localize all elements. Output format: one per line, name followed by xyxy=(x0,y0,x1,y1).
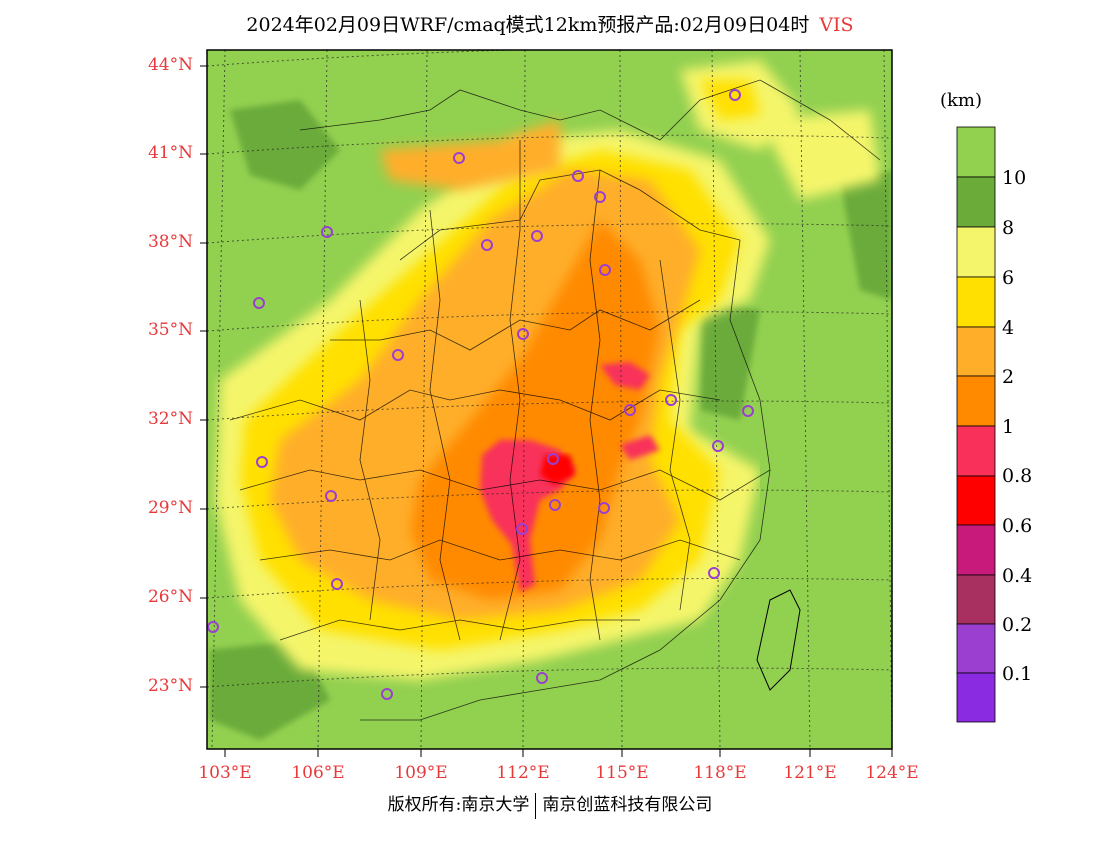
copyright-footer: 版权所有:南京大学 南京创蓝科技有限公司 xyxy=(0,790,1100,819)
city-marker xyxy=(598,502,610,514)
colorbar-label: 10 xyxy=(1002,167,1027,189)
city-marker xyxy=(517,328,529,340)
title-main: 2024年02月09日WRF/cmaq模式12km预报产品:02月09日04时 xyxy=(246,14,810,36)
colorbar-label: 0.4 xyxy=(1002,565,1033,587)
colorbar-label: 0.6 xyxy=(1002,515,1033,537)
colorbar-label: 0.2 xyxy=(1002,614,1033,636)
lat-label: 44°N xyxy=(147,55,193,75)
lon-label: 118°E xyxy=(693,763,747,783)
city-marker xyxy=(392,349,404,361)
city-marker xyxy=(253,297,265,309)
footer-divider xyxy=(535,792,537,819)
city-marker xyxy=(531,230,543,242)
lon-label: 103°E xyxy=(198,763,252,783)
city-marker xyxy=(453,152,465,164)
colorbar-label: 2 xyxy=(1002,366,1015,388)
footer-left: 版权所有:南京大学 xyxy=(387,795,530,815)
colorbar-label: 4 xyxy=(1002,317,1015,339)
city-marker xyxy=(321,226,333,238)
title-variable: VIS xyxy=(819,14,854,36)
colorbar-label: 0.1 xyxy=(1002,663,1033,685)
city-marker xyxy=(712,440,724,452)
city-marker xyxy=(624,404,636,416)
lon-label: 106°E xyxy=(291,763,345,783)
colorbar-unit: (km) xyxy=(940,90,983,111)
city-marker xyxy=(547,453,559,465)
city-marker xyxy=(536,672,548,684)
city-marker xyxy=(572,170,584,182)
colorbar-label: 1 xyxy=(1002,416,1015,438)
lon-label: 112°E xyxy=(496,763,550,783)
lon-label: 115°E xyxy=(595,763,649,783)
map-border xyxy=(206,49,893,750)
city-marker xyxy=(256,456,268,468)
lon-label: 124°E xyxy=(865,763,919,783)
colorbar xyxy=(956,126,996,723)
colorbar-label: 8 xyxy=(1002,217,1015,239)
lat-label: 26°N xyxy=(147,587,193,607)
city-marker xyxy=(381,688,393,700)
lat-label: 35°N xyxy=(147,320,193,340)
city-marker xyxy=(594,191,606,203)
city-marker xyxy=(207,621,219,633)
city-marker xyxy=(331,578,343,590)
lat-label: 23°N xyxy=(147,676,193,696)
city-marker xyxy=(481,239,493,251)
city-marker xyxy=(665,394,677,406)
lon-label: 109°E xyxy=(394,763,448,783)
city-marker xyxy=(599,264,611,276)
map-field xyxy=(207,50,892,749)
city-marker xyxy=(325,490,337,502)
footer-right: 南京创蓝科技有限公司 xyxy=(542,795,713,815)
city-marker xyxy=(729,89,741,101)
lat-label: 29°N xyxy=(147,498,193,518)
city-marker xyxy=(516,523,528,535)
lat-label: 38°N xyxy=(147,232,193,252)
colorbar-label: 0.8 xyxy=(1002,465,1033,487)
map-title: 2024年02月09日WRF/cmaq模式12km预报产品:02月09日04时 V… xyxy=(0,10,1100,37)
lat-label: 41°N xyxy=(147,143,193,163)
lat-label: 32°N xyxy=(147,409,193,429)
city-marker xyxy=(549,499,561,511)
city-marker xyxy=(708,567,720,579)
lon-label: 121°E xyxy=(783,763,837,783)
city-marker xyxy=(742,405,754,417)
colorbar-label: 6 xyxy=(1002,267,1015,289)
